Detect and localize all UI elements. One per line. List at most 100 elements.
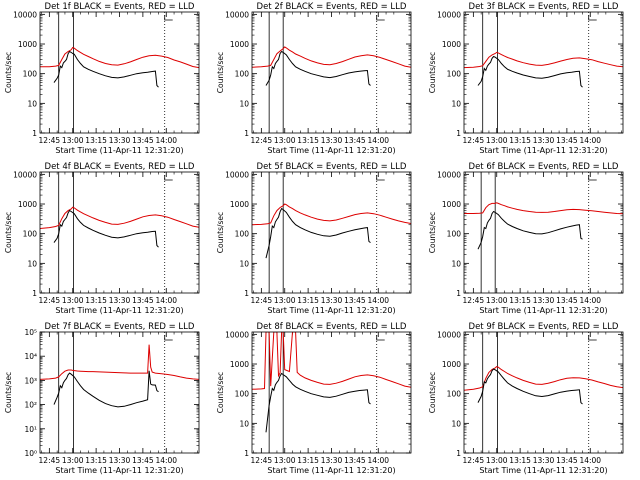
x-tick-label: 13:15 bbox=[85, 296, 107, 305]
interval-bracket bbox=[376, 15, 385, 21]
x-tick-label: 13:00 bbox=[274, 456, 296, 465]
x-tick-label: 13:15 bbox=[85, 456, 107, 465]
panel-title: Det 6f BLACK = Events, RED = LLD bbox=[469, 162, 619, 172]
interval-bracket bbox=[164, 15, 173, 21]
events-series-line bbox=[477, 55, 583, 88]
y-tick-label: 10000 bbox=[437, 170, 461, 179]
events-series-line bbox=[477, 210, 583, 250]
x-tick-label: 13:15 bbox=[509, 456, 531, 465]
x-tick-label: 13:00 bbox=[486, 136, 508, 145]
y-tick-label: 1000 bbox=[18, 40, 37, 49]
y-axis-label: Counts/sec bbox=[216, 372, 225, 413]
x-tick-label: 13:30 bbox=[109, 296, 131, 305]
y-axis-label: Counts/sec bbox=[4, 212, 13, 253]
y-tick-label: 1000 bbox=[230, 200, 249, 209]
y-tick-label: 10⁵ bbox=[24, 328, 37, 337]
x-tick-label: 13:15 bbox=[297, 456, 319, 465]
x-tick-label: 14:00 bbox=[367, 296, 389, 305]
lld-series-line bbox=[252, 203, 411, 226]
x-tick-label: 14:00 bbox=[155, 296, 177, 305]
x-tick-label: 13:00 bbox=[274, 296, 296, 305]
y-tick-label: 10 bbox=[239, 419, 249, 428]
y-tick-label: 100 bbox=[447, 70, 462, 79]
y-tick-label: 1000 bbox=[442, 200, 461, 209]
x-tick-label: 13:15 bbox=[297, 136, 319, 145]
y-tick-label: 10000 bbox=[437, 10, 461, 19]
events-series-line bbox=[53, 370, 159, 408]
y-axis-label: Counts/sec bbox=[428, 212, 437, 253]
y-tick-label: 10 bbox=[27, 99, 37, 108]
lld-series-line bbox=[40, 206, 199, 229]
x-tick-label: 13:30 bbox=[533, 296, 555, 305]
y-tick-label: 1 bbox=[456, 449, 461, 458]
y-tick-label: 10⁴ bbox=[24, 352, 37, 361]
x-tick-label: 13:15 bbox=[509, 296, 531, 305]
y-tick-label: 1 bbox=[32, 289, 37, 298]
y-tick-label: 10⁰ bbox=[24, 449, 37, 458]
x-axis-label: Start Time (11-Apr-11 12:31:20) bbox=[479, 306, 607, 315]
x-tick-label: 13:30 bbox=[321, 136, 343, 145]
y-tick-label: 1 bbox=[32, 129, 37, 138]
y-tick-label: 1000 bbox=[230, 360, 249, 369]
y-tick-label: 10 bbox=[451, 419, 461, 428]
x-tick-label: 13:45 bbox=[344, 456, 366, 465]
x-tick-label: 13:30 bbox=[533, 456, 555, 465]
panel-title: Det 4f BLACK = Events, RED = LLD bbox=[45, 162, 195, 172]
y-tick-label: 1 bbox=[244, 449, 249, 458]
detector-panel: Det 5f BLACK = Events, RED = LLD Counts/s… bbox=[216, 162, 412, 315]
x-tick-label: 13:00 bbox=[274, 136, 296, 145]
x-tick-label: 13:15 bbox=[297, 296, 319, 305]
x-axis-label: Start Time (11-Apr-11 12:31:20) bbox=[267, 306, 395, 315]
x-tick-label: 14:00 bbox=[155, 136, 177, 145]
x-tick-label: 12:45 bbox=[39, 136, 61, 145]
plot-frame bbox=[463, 11, 624, 134]
plot-frame bbox=[463, 331, 624, 454]
lld-series-line bbox=[252, 46, 411, 68]
x-tick-label: 14:00 bbox=[155, 456, 177, 465]
y-tick-label: 100 bbox=[447, 230, 462, 239]
y-tick-label: 10 bbox=[239, 99, 249, 108]
y-tick-label: 100 bbox=[235, 390, 250, 399]
events-series-line bbox=[265, 207, 371, 259]
detector-panel: Det 3f BLACK = Events, RED = LLD Counts/s… bbox=[428, 2, 624, 155]
panel-title: Det 8f BLACK = Events, RED = LLD bbox=[257, 322, 407, 332]
x-tick-label: 13:45 bbox=[344, 136, 366, 145]
y-tick-label: 100 bbox=[23, 230, 38, 239]
x-tick-label: 13:45 bbox=[556, 456, 578, 465]
y-tick-label: 1000 bbox=[442, 40, 461, 49]
events-series-line bbox=[477, 368, 583, 405]
x-tick-label: 12:45 bbox=[39, 456, 61, 465]
x-tick-label: 13:15 bbox=[509, 136, 531, 145]
y-axis-label: Counts/sec bbox=[216, 212, 225, 253]
y-axis-label: Counts/sec bbox=[428, 52, 437, 93]
events-series-line bbox=[265, 372, 371, 433]
interval-bracket bbox=[376, 335, 385, 341]
y-tick-label: 1 bbox=[244, 289, 249, 298]
x-tick-label: 13:15 bbox=[85, 136, 107, 145]
y-axis-label: Counts/sec bbox=[428, 372, 437, 413]
detector-panel: Det 8f BLACK = Events, RED = LLD Counts/s… bbox=[216, 322, 412, 475]
events-series-line bbox=[53, 209, 159, 248]
x-tick-label: 13:45 bbox=[132, 296, 154, 305]
y-axis-label: Counts/sec bbox=[4, 372, 13, 413]
x-tick-label: 13:30 bbox=[321, 296, 343, 305]
y-tick-label: 1 bbox=[456, 129, 461, 138]
interval-bracket bbox=[164, 335, 173, 341]
events-series-line bbox=[53, 50, 159, 88]
x-tick-label: 12:45 bbox=[251, 296, 273, 305]
interval-bracket bbox=[588, 175, 597, 181]
x-tick-label: 13:00 bbox=[62, 456, 84, 465]
panel-title: Det 2f BLACK = Events, RED = LLD bbox=[257, 2, 407, 12]
panel-title: Det 3f BLACK = Events, RED = LLD bbox=[469, 2, 619, 12]
y-tick-label: 10 bbox=[451, 259, 461, 268]
plot-frame bbox=[251, 171, 412, 294]
y-axis-label: Counts/sec bbox=[4, 52, 13, 93]
plot-frame bbox=[463, 171, 624, 294]
y-tick-label: 100 bbox=[447, 390, 462, 399]
lld-series-line bbox=[40, 46, 199, 69]
interval-bracket bbox=[588, 335, 597, 341]
detector-panel: Det 2f BLACK = Events, RED = LLD Counts/s… bbox=[216, 2, 412, 155]
y-tick-label: 1000 bbox=[18, 200, 37, 209]
y-tick-label: 10000 bbox=[13, 10, 37, 19]
